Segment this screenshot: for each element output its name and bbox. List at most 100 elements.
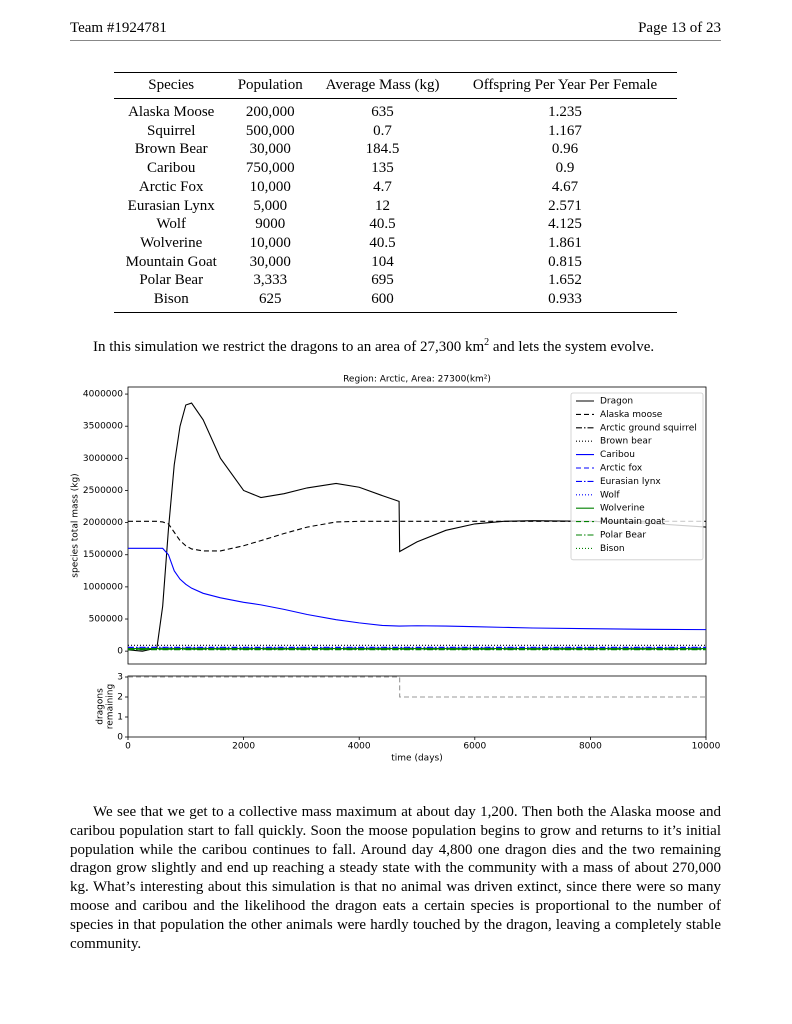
table-cell: 695	[371, 272, 394, 289]
table-cell: 3,333	[253, 272, 288, 289]
y-tick-label: 2500000	[83, 486, 123, 496]
table-cell: 5,000	[253, 197, 288, 214]
y-tick-label: 2000000	[83, 518, 123, 528]
table-cell: 750,000	[245, 160, 295, 177]
table-cell: 40.5	[369, 234, 396, 251]
y-tick-label: 1	[117, 713, 123, 723]
y-tick-label: 1500000	[83, 550, 123, 560]
table-cell: 1.861	[548, 234, 582, 251]
table-row: Caribou 750,000 135 0.9	[114, 159, 677, 178]
intro-text: In this simulation we restrict the drago…	[93, 339, 485, 355]
x-tick-label: 6000	[463, 742, 486, 752]
table-cell: 1.652	[548, 272, 582, 289]
x-tick-label: 10000	[692, 742, 721, 752]
table-cell: 200,000	[245, 104, 295, 120]
table-cell: Brown Bear	[134, 141, 208, 158]
table-cell: 0.815	[548, 253, 582, 270]
table-cell: Bison	[114, 290, 229, 313]
legend-label: Arctic ground squirrel	[600, 423, 697, 433]
table-cell: 4.67	[551, 178, 579, 195]
plot-frame	[127, 386, 707, 665]
x-tick-label: 8000	[579, 742, 602, 752]
column-header: Offspring Per Year Per Female	[453, 72, 677, 99]
column-header: Population	[228, 72, 312, 99]
table-cell: 1.167	[548, 122, 582, 139]
intro-text-after: and lets the system evolve.	[489, 339, 655, 355]
legend-label: Dragon	[600, 397, 633, 407]
legend-label: Alaska moose	[600, 410, 663, 420]
y-tick-label: 3	[117, 673, 123, 683]
legend-label: Mountain goat	[600, 517, 666, 527]
table-row: Wolf 9000 40.5 4.125	[114, 215, 677, 234]
table-row: Wolverine 10,000 40.5 1.861	[114, 234, 677, 253]
legend-label: Brown bear	[600, 437, 652, 447]
conclusion-paragraph: We see that we get to a collective mass …	[70, 804, 721, 952]
x-tick-label: 2000	[232, 742, 255, 752]
team-label: Team #1924781	[70, 20, 167, 36]
table-cell: Wolf	[156, 216, 187, 233]
series-line	[127, 402, 707, 652]
legend-box	[570, 392, 704, 561]
table-cell: 30,000	[249, 141, 291, 158]
column-header: Average Mass (kg)	[312, 72, 454, 99]
table-cell: 184.5	[365, 141, 400, 158]
y-tick-label: 3500000	[83, 422, 123, 432]
table-cell: 4.7	[373, 178, 392, 195]
table-cell: Arctic Fox	[138, 178, 204, 195]
table-row: Eurasian Lynx 5,000 12 2.571	[114, 197, 677, 216]
legend-label: Arctic fox	[600, 464, 643, 474]
table-cell: 104	[371, 253, 394, 270]
column-header: Species	[114, 72, 229, 99]
table-cell: 0.96	[551, 141, 579, 158]
y-tick-label: 0	[117, 733, 123, 743]
legend-label: Eurasian lynx	[600, 477, 661, 487]
table-cell: Alaska Moose	[128, 104, 215, 120]
page-number: Page 13 of 23	[638, 20, 721, 36]
x-axis-label: time (days)	[391, 754, 442, 764]
x-tick-label: 0	[125, 742, 131, 752]
table-cell: 30,000	[249, 253, 291, 270]
table-cell: Mountain Goat	[125, 253, 217, 270]
y-tick-label: 3000000	[83, 454, 123, 464]
series-line	[128, 520, 706, 552]
chart: Region: Arctic, Area: 27300(km²) 0 500000 1…	[71, 375, 721, 764]
y-tick-label: 2	[117, 693, 123, 703]
y-tick-label: 4000000	[83, 390, 123, 400]
table-row: Arctic Fox 10,000 4.7 4.67	[114, 178, 677, 197]
y-tick-label: 0	[117, 647, 123, 657]
intro-paragraph: In this simulation we restrict the drago…	[93, 337, 654, 356]
table-cell: 635	[371, 104, 394, 120]
superscript: 2	[484, 337, 490, 348]
table-row: Squirrel 500,000 0.7 1.167	[114, 122, 677, 141]
legend-label: Bison	[600, 544, 625, 554]
table-cell: 2.571	[548, 197, 582, 214]
x-tick-label: 4000	[348, 742, 371, 752]
table-header: Species Population Average Mass (kg) Offspr…	[114, 72, 677, 99]
y-axis-label: dragons	[96, 688, 106, 725]
table-cell: Eurasian Lynx	[127, 197, 215, 214]
table-cell: 9000	[255, 216, 286, 233]
legend-label: Wolf	[600, 490, 620, 500]
table-row: Polar Bear 3,333 695 1.652	[114, 271, 677, 290]
table-cell: 135	[371, 160, 394, 177]
table-row: Mountain Goat 30,000 104 0.815	[114, 253, 677, 272]
y-tick-label: 500000	[89, 615, 124, 625]
series-line	[128, 676, 706, 698]
legend: Dragon Alaska moose Arctic ground squirrel…	[570, 392, 704, 561]
y-axis-label: species total mass (kg)	[71, 473, 81, 577]
table-cell: 600	[312, 290, 454, 313]
table-cell: 0.9	[555, 160, 575, 177]
table-row: Brown Bear 30,000 184.5 0.96	[114, 140, 677, 159]
table-cell: 12	[375, 197, 391, 214]
table-cell: Wolverine	[140, 234, 203, 251]
y-axis-label: remaining	[106, 684, 116, 729]
plot-frame	[127, 675, 707, 738]
table-cell: 1.235	[548, 104, 582, 120]
series-line	[128, 547, 707, 631]
table-cell: 10,000	[249, 234, 291, 251]
table-cell: 0.933	[453, 290, 677, 313]
species-table: Species Population Average Mass (kg) Offspr…	[114, 72, 677, 313]
legend-label: Caribou	[600, 450, 635, 460]
table-cell: 625	[228, 290, 312, 313]
